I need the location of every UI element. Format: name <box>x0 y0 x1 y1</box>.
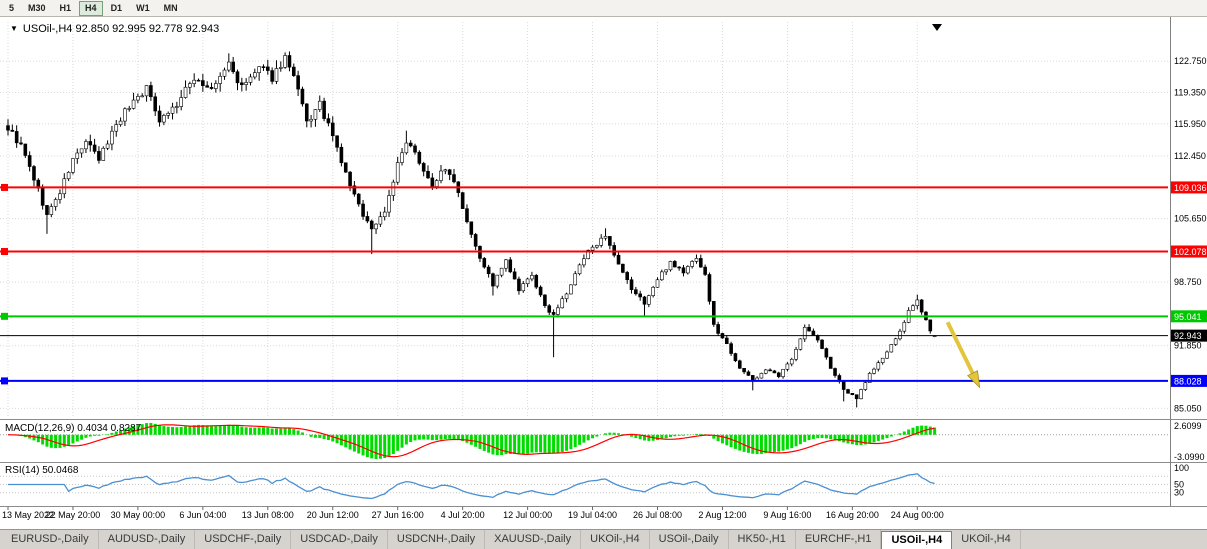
rsi-axis-label: 100 <box>1174 463 1189 473</box>
price-marker-label: 95.041 <box>1174 312 1202 322</box>
grid <box>0 22 1168 418</box>
tab-ukoil-h4[interactable]: UKOil-,H4 <box>952 530 1021 549</box>
hline-marker[interactable] <box>1 377 8 385</box>
price-axis-label: 85.050 <box>1174 403 1202 413</box>
price-axis-label: 91.850 <box>1174 341 1202 351</box>
price-axis-label: 98.750 <box>1174 277 1202 287</box>
price-marker-label: 109.036 <box>1174 183 1207 193</box>
hline-marker[interactable] <box>1 312 8 320</box>
chart-shift-marker-icon[interactable] <box>932 24 942 31</box>
arrow-annotation-head[interactable] <box>967 370 981 389</box>
macd-axis-max: 2.6099 <box>1174 421 1202 431</box>
time-axis-label: 27 Jun 16:00 <box>372 510 424 520</box>
macd-axis-min: -3.0990 <box>1174 452 1205 462</box>
time-axis-label: 19 Jul 04:00 <box>568 510 617 520</box>
timeframe-button-m30[interactable]: M30 <box>28 2 46 13</box>
chart-title-text: USOil-,H4 92.850 92.995 92.778 92.943 <box>22 23 220 35</box>
hline-marker[interactable] <box>1 183 8 191</box>
timeframe-toolbar: 5 M30 H1 H4 D1 W1 MN <box>0 0 1207 17</box>
timeframe-button-h1[interactable]: H1 <box>59 2 72 13</box>
chart-background <box>0 17 1207 529</box>
tab-usdcad-daily[interactable]: USDCAD-,Daily <box>291 530 388 549</box>
tab-usoil-daily[interactable]: USOil-,Daily <box>650 530 729 549</box>
tab-xauusd-daily[interactable]: XAUUSD-,Daily <box>485 530 582 549</box>
title-marker-icon: ▼ <box>10 24 18 33</box>
chart-title: ▼ USOil-,H4 92.850 92.995 92.778 92.943 <box>10 23 219 35</box>
chart-window: ▼ USOil-,H4 92.850 92.995 92.778 92.943 … <box>0 17 1207 529</box>
tab-usdchf-daily[interactable]: USDCHF-,Daily <box>195 530 292 549</box>
macd-histogram <box>10 423 937 459</box>
timeframe-button-5[interactable]: 5 <box>9 2 15 13</box>
chart-tabs-bar: EURUSD-,Daily AUDUSD-,Daily USDCHF-,Daily U… <box>0 529 1207 549</box>
timeframe-button-w1[interactable]: W1 <box>136 2 150 13</box>
price-marker-box <box>1171 374 1207 387</box>
price-marker-box <box>1171 245 1207 258</box>
price-marker-box <box>1171 310 1207 323</box>
candles <box>6 51 937 408</box>
price-axis-label: 122.750 <box>1174 56 1207 66</box>
timeframe-button-h4[interactable]: H4 <box>79 0 103 16</box>
time-axis-label: 13 Jun 08:00 <box>242 510 294 520</box>
time-axis-label: 6 Jun 04:00 <box>179 510 226 520</box>
chart-canvas[interactable]: 122.750 119.350 115.950 112.450 105.650 98.75… <box>0 17 1207 529</box>
rsi-axis-label: 30 <box>1174 488 1184 498</box>
time-axis-label: 12 Jul 00:00 <box>503 510 552 520</box>
time-axis-label: 26 Jul 08:00 <box>633 510 682 520</box>
time-axis-label: 13 May 2022 <box>2 510 54 520</box>
macd-signal-line <box>7 424 935 458</box>
hline-marker[interactable] <box>1 248 8 256</box>
tab-eurusd-daily[interactable]: EURUSD-,Daily <box>2 530 99 549</box>
time-axis-label: 22 May 20:00 <box>46 510 101 520</box>
price-axis-label: 105.650 <box>1174 214 1207 224</box>
price-marker-box <box>1171 329 1207 342</box>
macd-label: MACD(12,26,9) 0.4034 0.8287 <box>5 423 142 434</box>
arrow-annotation[interactable] <box>945 321 975 375</box>
price-axis-label: 112.450 <box>1174 151 1206 161</box>
price-marker-box <box>1171 181 1207 194</box>
tab-hk50-h1[interactable]: HK50-,H1 <box>729 530 796 549</box>
timeframe-button-mn[interactable]: MN <box>163 2 178 13</box>
rsi-line <box>8 473 935 500</box>
rsi-label: RSI(14) 50.0468 <box>5 465 79 476</box>
time-axis-label: 4 Jul 20:00 <box>441 510 485 520</box>
price-marker-label: 102.078 <box>1174 247 1207 257</box>
rsi-axis-label: 50 <box>1174 480 1184 490</box>
tab-audusd-daily[interactable]: AUDUSD-,Daily <box>99 530 196 549</box>
time-axis-label: 30 May 00:00 <box>111 510 166 520</box>
tab-ukoil-h4[interactable]: UKOil-,H4 <box>581 530 650 549</box>
timeframe-button-d1[interactable]: D1 <box>110 2 123 13</box>
time-axis-label: 16 Aug 20:00 <box>826 510 879 520</box>
tab-usdcnh-daily[interactable]: USDCNH-,Daily <box>388 530 486 549</box>
price-marker-label: 92.943 <box>1174 331 1202 341</box>
tab-usoil-h4[interactable]: USOil-,H4 <box>881 531 953 549</box>
price-axis-label: 115.950 <box>1174 119 1206 129</box>
time-axis-label: 9 Aug 16:00 <box>763 510 811 520</box>
tab-eurchf-h1[interactable]: EURCHF-,H1 <box>796 530 882 549</box>
time-axis-label: 24 Aug 00:00 <box>891 510 944 520</box>
price-marker-label: 88.028 <box>1174 376 1202 386</box>
time-axis-label: 20 Jun 12:00 <box>307 510 359 520</box>
time-axis-label: 2 Aug 12:00 <box>698 510 746 520</box>
price-axis-label: 119.350 <box>1174 87 1206 97</box>
